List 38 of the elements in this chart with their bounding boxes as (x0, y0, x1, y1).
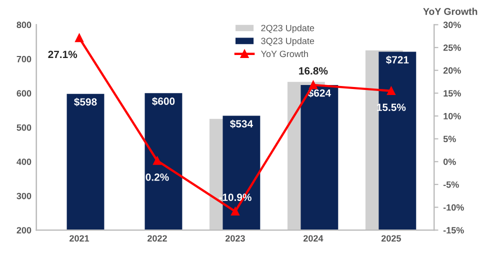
y2-tick-label: -10% (443, 204, 464, 211)
data-label: $534 (230, 120, 253, 128)
y2-tick-label: 20% (443, 67, 461, 74)
point (387, 86, 396, 96)
data-label: 27.1% (48, 50, 78, 58)
y-tick-label: 300 (16, 192, 32, 200)
y-tick-label: 700 (16, 56, 32, 62)
legend-label: 2Q23 Update (261, 24, 314, 34)
y-tick-label: 600 (16, 90, 32, 97)
y-tick-label: 800 (16, 22, 32, 28)
x-tick-label: 2025 (381, 235, 401, 242)
y-tick-label: 500 (16, 124, 32, 131)
data-label: $600 (152, 97, 175, 106)
y2-tick-label: -15% (443, 227, 464, 234)
y2-tick-label: 0% (443, 158, 456, 165)
y2-tick-label: -5% (443, 181, 459, 188)
point (309, 80, 318, 90)
y-tick-label: 400 (16, 158, 32, 165)
point (75, 34, 84, 42)
y2-tick-label: 25% (443, 44, 461, 51)
data-label: 16.8% (299, 67, 328, 75)
x-tick-label: 2024 (303, 235, 324, 242)
y2-tick-label: 30% (443, 22, 461, 28)
y-tick-label: 200 (16, 227, 32, 234)
data-label: $721 (386, 56, 409, 64)
y2-tick-label: 15% (444, 90, 461, 97)
legend-label: YoY Growth (260, 50, 308, 58)
data-label: 0.2% (146, 173, 169, 181)
x-tick-label: 2023 (226, 235, 245, 242)
data-label: $598 (74, 98, 97, 106)
point (231, 207, 240, 216)
point (153, 156, 162, 165)
y2-axis-title: YoY Growth (423, 8, 478, 15)
legend-label: 3Q23 Update (261, 38, 314, 46)
y2-tick-label: 10% (444, 112, 461, 120)
x-tick-label: 2022 (148, 235, 167, 242)
x-tick-label: 2021 (70, 235, 90, 242)
y2-tick-label: 5% (443, 136, 456, 142)
